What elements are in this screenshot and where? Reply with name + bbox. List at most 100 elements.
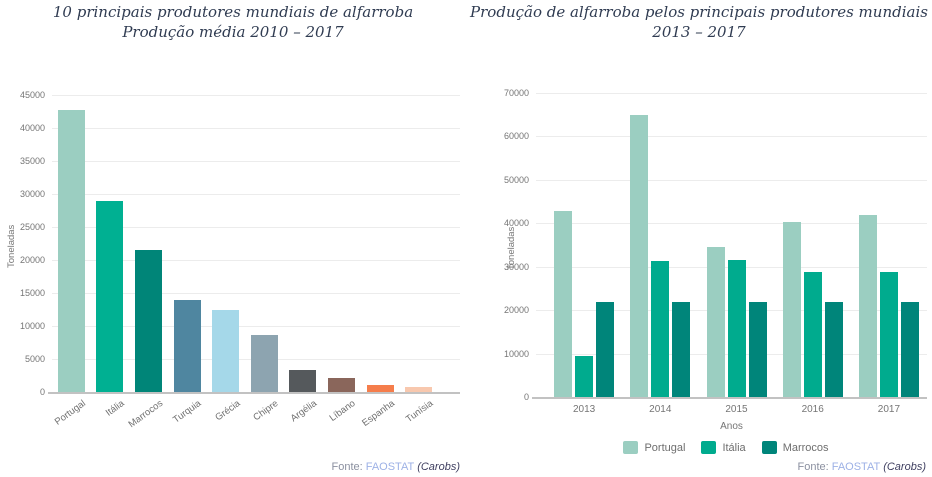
x-axis-title: Anos: [720, 421, 743, 432]
legend-swatch-portugal-icon: [623, 441, 639, 454]
bar-portugal-2015[interactable]: [706, 247, 725, 397]
bar-italia-2014[interactable]: [651, 260, 670, 397]
bar-italia-2015[interactable]: [727, 260, 746, 397]
bar-marrocos-2015[interactable]: [748, 301, 767, 397]
y-tick-label: 30000: [503, 261, 529, 272]
source-footer: Fonte: FAOSTAT (Carobs): [332, 461, 460, 473]
legend-label: Itália: [722, 441, 746, 454]
x-tick-label: Argélia: [288, 398, 320, 425]
x-tick-label: 2014: [649, 404, 672, 415]
legend-item-marrocos[interactable]: Marrocos: [761, 441, 829, 454]
bar-chipre[interactable]: [250, 335, 278, 392]
gridline: [52, 293, 460, 294]
chart-title-line2: 2013 – 2017: [652, 23, 746, 41]
gridline: [52, 128, 460, 129]
x-tick-label: Turquia: [171, 398, 204, 426]
legend-label: Portugal: [644, 441, 686, 454]
y-tick-label: 15000: [19, 288, 45, 298]
legend-item-portugal[interactable]: Portugal: [623, 441, 685, 454]
gridline: [52, 260, 460, 261]
source-note: (Carobs): [417, 461, 460, 473]
gridline: [536, 223, 927, 225]
bar-portugal-2014[interactable]: [630, 115, 649, 397]
gridline: [52, 194, 460, 195]
x-tick-label: Tunísia: [403, 398, 436, 426]
chart-title-line1: Produção de alfarroba pelos principais p…: [470, 3, 928, 21]
legend-item-italia[interactable]: Itália: [701, 441, 746, 454]
gridline: [52, 161, 460, 162]
y-tick-label: 50000: [503, 174, 529, 185]
bar-grecia[interactable]: [212, 309, 240, 392]
legend-label: Marrocos: [782, 441, 829, 454]
chart-average-production: 10 principais produtores mundiais de alf…: [0, 2, 466, 473]
bar-marrocos[interactable]: [135, 250, 162, 392]
source-label: Fonte:: [797, 461, 829, 473]
x-tick-label: Grécia: [213, 398, 243, 424]
chart-title: 10 principais produtores mundiais de alf…: [0, 2, 466, 42]
y-tick-label: 40000: [503, 218, 529, 229]
source-link[interactable]: FAOSTAT: [831, 461, 881, 473]
bar-argelia[interactable]: [289, 370, 317, 392]
bar-portugal-2016[interactable]: [782, 222, 801, 397]
chart-yearly-production: Produção de alfarroba pelos principais p…: [466, 0, 932, 477]
gridline: [52, 326, 460, 327]
bar-libano[interactable]: [328, 377, 355, 392]
chart-title-line2: Produção média 2010 – 2017: [122, 23, 344, 41]
x-tick-label: Chipre: [251, 398, 281, 424]
legend: Portugal Itália Marrocos: [526, 441, 926, 454]
x-tick-label: 2016: [801, 404, 824, 415]
gridline: [536, 93, 927, 94]
y-tick-label: 30000: [19, 189, 45, 199]
y-tick-label: 20000: [19, 255, 45, 265]
x-tick-label: 2017: [877, 404, 901, 415]
source-link[interactable]: FAOSTAT: [365, 461, 415, 473]
y-tick-label: 20000: [503, 305, 529, 316]
bar-marrocos-2013[interactable]: [596, 301, 615, 397]
y-tick-label: 70000: [503, 88, 529, 98]
bar-italia[interactable]: [96, 200, 124, 392]
bar-marrocos-2016[interactable]: [824, 301, 843, 397]
gridline: [52, 227, 460, 228]
source-footer: Fonte: FAOSTAT (Carobs): [798, 461, 926, 473]
gridline: [536, 179, 927, 181]
bar-tunisia[interactable]: [405, 386, 433, 392]
y-tick-label: 25000: [19, 222, 45, 232]
y-tick-label: 60000: [503, 131, 529, 142]
y-tick-label: 10000: [503, 348, 529, 359]
source-note: (Carobs): [883, 461, 926, 473]
y-tick-label: 35000: [19, 156, 45, 166]
bar-italia-2017[interactable]: [879, 271, 898, 397]
x-tick-label: Marrocos: [126, 398, 165, 431]
x-tick-label: Portugal: [52, 398, 88, 428]
x-tick-label: Itália: [103, 398, 127, 419]
legend-swatch-marrocos-icon: [761, 441, 777, 454]
y-tick-label: 0: [39, 387, 45, 397]
x-tick-label: Espanha: [359, 398, 397, 429]
bar-marrocos-2017[interactable]: [900, 301, 919, 397]
legend-swatch-italia-icon: [701, 441, 717, 454]
x-axis-line: [532, 397, 927, 399]
bar-marrocos-2014[interactable]: [672, 301, 691, 397]
bar-italia-2013[interactable]: [575, 356, 594, 397]
gridline: [52, 95, 460, 96]
bar-portugal[interactable]: [57, 110, 85, 392]
bar-espanha[interactable]: [366, 384, 394, 392]
bar-portugal-2013[interactable]: [554, 210, 573, 397]
x-tick-label: 2015: [725, 404, 748, 415]
y-tick-label: 0: [523, 392, 529, 402]
y-tick-label: 10000: [19, 321, 45, 331]
source-label: Fonte:: [331, 461, 363, 473]
chart-title-line1: 10 principais produtores mundiais de alf…: [52, 3, 414, 21]
bar-turquia[interactable]: [173, 299, 201, 392]
bar-portugal-2017[interactable]: [858, 215, 877, 397]
y-tick-label: 40000: [19, 123, 45, 133]
gridline: [536, 136, 927, 138]
x-tick-label: 2013: [572, 404, 596, 415]
chart-title: Produção de alfarroba pelos principais p…: [466, 2, 932, 42]
y-tick-label: 5000: [24, 354, 45, 364]
bar-italia-2016[interactable]: [803, 271, 822, 397]
x-tick-label: Líbano: [327, 398, 358, 424]
y-tick-label: 45000: [19, 90, 45, 100]
x-axis-line: [48, 392, 460, 394]
